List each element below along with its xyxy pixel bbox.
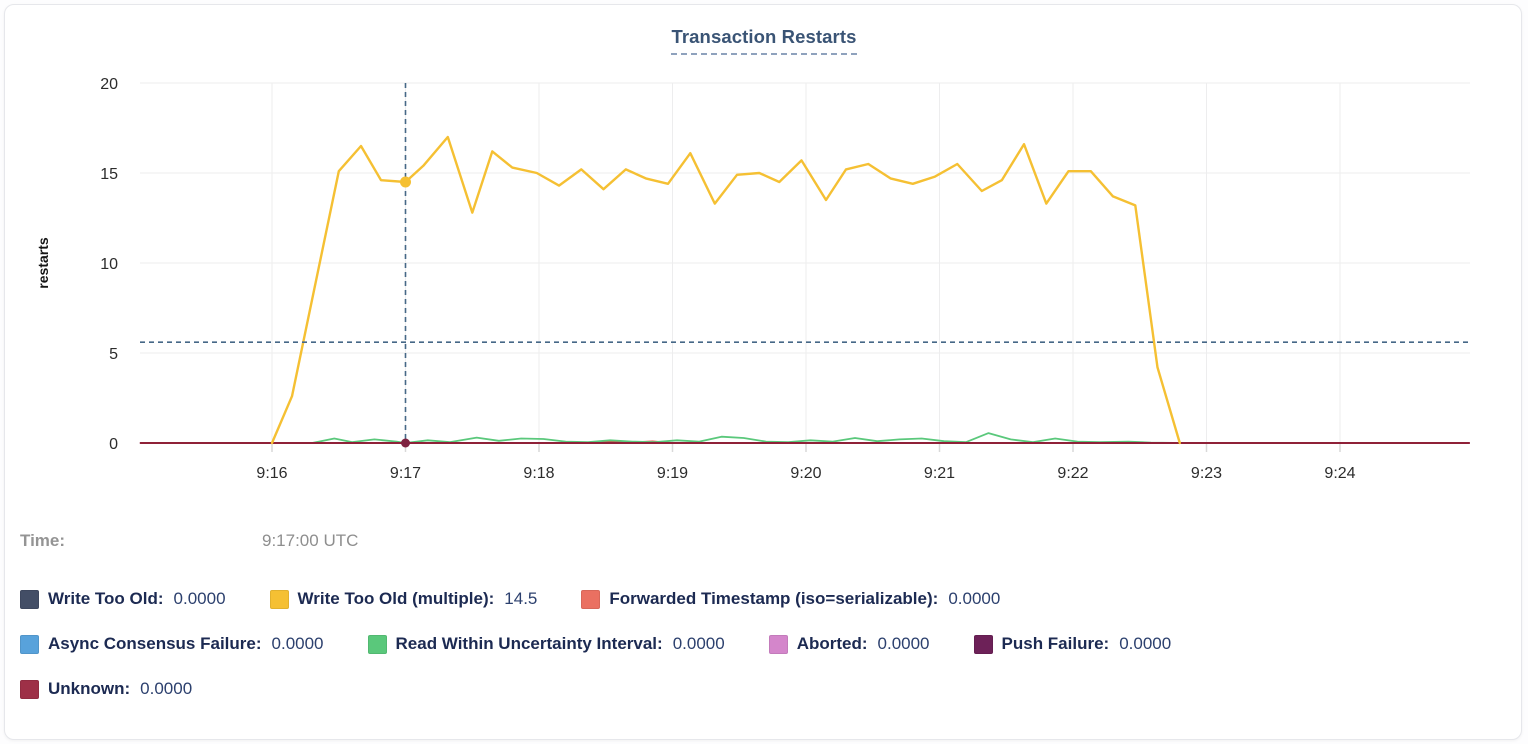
legend-item-forwarded-timestamp[interactable]: Forwarded Timestamp (iso=serializable): 0… xyxy=(581,589,1000,609)
series-line-write-too-old-multiple xyxy=(270,135,1182,445)
legend-item-read-within-uncertainty-interval[interactable]: Read Within Uncertainty Interval: 0.0000 xyxy=(367,634,725,654)
legend-label: Push Failure: xyxy=(1001,634,1110,653)
hover-time-row: Time: 9:17:00 UTC xyxy=(0,531,1528,555)
legend-label: Read Within Uncertainty Interval: xyxy=(395,634,663,653)
x-axis-tick-label: 9:22 xyxy=(1057,465,1088,482)
legend-item-push-failure[interactable]: Push Failure: 0.0000 xyxy=(973,634,1172,654)
chart-title[interactable]: Transaction Restarts xyxy=(671,26,857,55)
y-axis-tick-label: 15 xyxy=(100,166,118,183)
legend-value: 0.0000 xyxy=(672,634,725,653)
x-axis-tick-label: 9:19 xyxy=(657,465,688,482)
y-axis-tick-label: 5 xyxy=(109,346,118,363)
x-axis-tick-label: 9:18 xyxy=(523,465,554,482)
legend-label: Forwarded Timestamp (iso=serializable): xyxy=(609,589,939,608)
legend-label: Aborted: xyxy=(796,634,868,653)
legend-value: 0.0000 xyxy=(271,634,324,653)
x-axis-tick-label: 9:23 xyxy=(1191,465,1222,482)
legend-swatch-forwarded-timestamp xyxy=(581,589,601,609)
legend-value: 0.0000 xyxy=(877,634,930,653)
chart-legend: Write Too Old: 0.0000 Write Too Old (multi… xyxy=(20,586,1171,721)
legend-value: 14.5 xyxy=(504,589,538,608)
legend-item-async-consensus-failure[interactable]: Async Consensus Failure: 0.0000 xyxy=(20,634,324,654)
chart-card xyxy=(4,4,1522,740)
x-axis-tick-label: 9:24 xyxy=(1324,465,1355,482)
legend-label: Write Too Old: xyxy=(48,589,164,608)
y-axis-label: restarts xyxy=(35,237,51,289)
legend-value: 0.0000 xyxy=(173,589,226,608)
y-axis-tick-label: 10 xyxy=(100,256,118,273)
legend-swatch-unknown xyxy=(20,679,39,699)
y-axis-tick-label: 20 xyxy=(100,76,118,93)
hover-time-value: 9:17:00 UTC xyxy=(262,531,359,550)
legend-label: Unknown: xyxy=(48,679,131,698)
legend-swatch-write-too-old xyxy=(20,589,39,609)
legend-item-unknown[interactable]: Unknown: 0.0000 xyxy=(20,679,192,699)
legend-label: Async Consensus Failure: xyxy=(48,634,262,653)
chart-header: Transaction Restarts xyxy=(0,26,1528,55)
x-axis-tick-label: 9:20 xyxy=(790,465,821,482)
x-axis-tick-label: 9:17 xyxy=(390,465,421,482)
legend-swatch-read-within-uncertainty-interval xyxy=(367,634,387,654)
legend-label: Write Too Old (multiple): xyxy=(297,589,495,608)
legend-value: 0.0000 xyxy=(1119,634,1172,653)
legend-row: Async Consensus Failure: 0.0000 Read Withi… xyxy=(20,631,1171,657)
hover-time-label: Time: xyxy=(20,531,66,550)
legend-row: Write Too Old: 0.0000 Write Too Old (multi… xyxy=(20,586,1171,612)
legend-value: 0.0000 xyxy=(140,679,193,698)
hover-point-write-too-old-multiple xyxy=(400,176,411,188)
legend-item-write-too-old[interactable]: Write Too Old: 0.0000 xyxy=(20,589,226,609)
legend-item-aborted[interactable]: Aborted: 0.0000 xyxy=(768,634,930,654)
legend-swatch-push-failure xyxy=(973,634,993,654)
legend-value: 0.0000 xyxy=(948,589,1001,608)
y-axis-tick-label: 0 xyxy=(109,436,118,453)
hover-point-zero-series xyxy=(401,438,410,448)
legend-swatch-async-consensus-failure xyxy=(20,634,39,654)
series-line-read-within-uncertainty-interval xyxy=(311,432,1186,444)
transaction-restarts-chart[interactable]: 20 15 10 5 0 9:16 9:17 9:18 9:19 9:20 9:21 9:22 9:23… xyxy=(0,60,1528,510)
legend-swatch-write-too-old-multiple xyxy=(269,589,289,609)
legend-item-write-too-old-multiple[interactable]: Write Too Old (multiple): 14.5 xyxy=(269,589,538,609)
legend-row: Unknown: 0.0000 xyxy=(20,676,1171,702)
x-axis-tick-label: 9:21 xyxy=(924,465,955,482)
legend-swatch-aborted xyxy=(768,634,788,654)
x-axis-tick-label: 9:16 xyxy=(256,465,287,482)
